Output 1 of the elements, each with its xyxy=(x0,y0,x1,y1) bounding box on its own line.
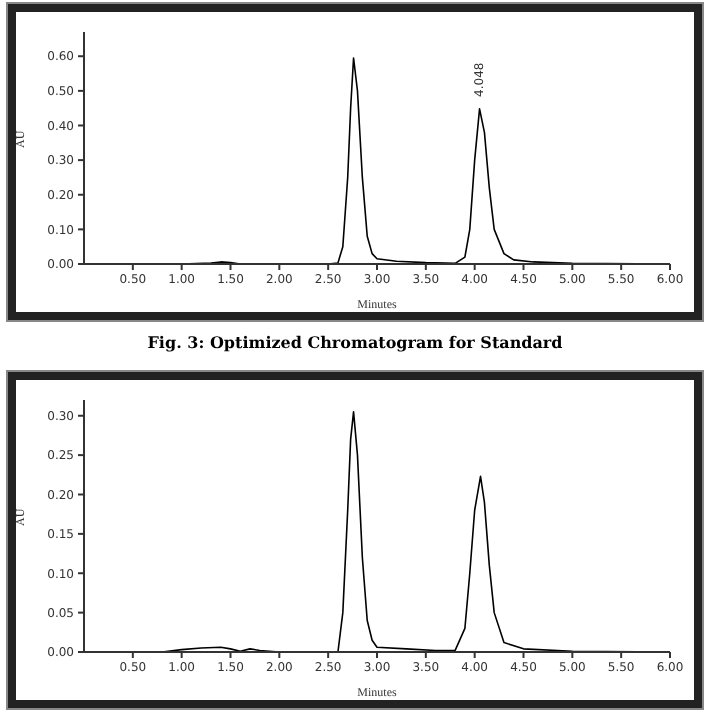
caption: Fig. 3: Optimized Chromatogram for Standard xyxy=(145,332,565,352)
